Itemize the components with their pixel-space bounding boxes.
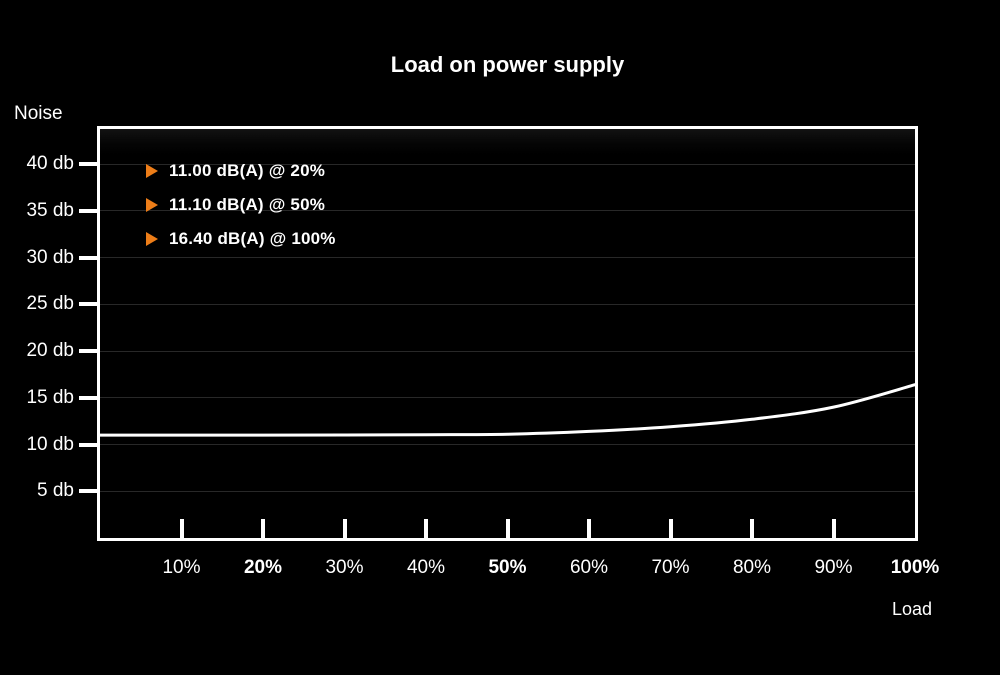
gridline [100,397,915,399]
triangle-right-icon [146,164,158,178]
legend-item: 11.00 dB(A) @ 20% [146,161,336,181]
gridline [100,444,915,445]
chart-title: Load on power supply [390,52,625,77]
y-tick-label: 40 db [26,153,74,175]
y-tick-mark [79,255,97,260]
gridline [100,257,915,259]
legend-item: 16.40 dB(A) @ 100% [146,229,336,249]
triangle-right-icon [146,232,158,246]
y-axis-title: Noise [14,103,63,124]
y-tick-mark [79,208,97,213]
x-tick-label: 50% [488,557,527,578]
gridline [100,303,915,305]
y-tick-mark [79,302,97,307]
y-tick-mark [79,349,97,354]
x-tick-label: 100% [890,557,940,578]
y-tick-label: 35 db [26,199,74,221]
x-tick-mark [342,519,347,538]
y-tick-label: 10 db [26,433,74,455]
noise-curve [100,383,915,437]
gridline [100,163,915,165]
legend-label: 11.00 dB(A) @ 20% [169,161,326,180]
x-tick-label: 80% [732,557,772,578]
noise-curve-path [100,383,915,437]
y-tick-label: 25 db [26,293,74,315]
x-tick-label: 10% [162,557,201,578]
x-tick-label: 20% [243,557,283,578]
legend-label: 16.40 dB(A) @ 100% [169,229,336,248]
x-tick-label: 40% [406,557,446,578]
x-tick-label: 70% [651,557,690,578]
legend-item: 11.10 dB(A) @ 50% [146,195,336,215]
triangle-right-icon [146,198,158,212]
y-tick-label: 30 db [26,246,74,268]
x-tick-mark [668,519,673,538]
x-tick-mark [587,519,591,538]
gridline [100,490,915,492]
x-tick-label: 30% [325,557,364,578]
y-tick-label: 5 db [37,480,74,502]
legend-label: 11.10 dB(A) @ 50% [169,195,326,214]
y-tick-mark [79,395,97,400]
x-tick-mark [179,519,184,538]
x-tick-mark [424,519,428,538]
x-tick-mark [261,519,265,538]
x-tick-mark [505,519,510,538]
chart-legend: 11.00 dB(A) @ 20% 11.10 dB(A) @ 50% 16.4… [146,161,336,249]
gridline [100,210,915,212]
y-tick-mark [79,489,97,494]
x-tick-label: 90% [814,557,853,578]
x-tick-label: 60% [569,557,609,578]
y-tick-mark [79,162,97,167]
y-tick-label: 20 db [26,340,74,362]
y-tick-mark [79,442,97,447]
x-tick-mark [831,519,836,538]
y-tick-label: 15 db [26,386,74,408]
gridline [100,350,915,352]
x-axis-title: Load [891,599,933,619]
x-tick-mark [750,519,754,538]
